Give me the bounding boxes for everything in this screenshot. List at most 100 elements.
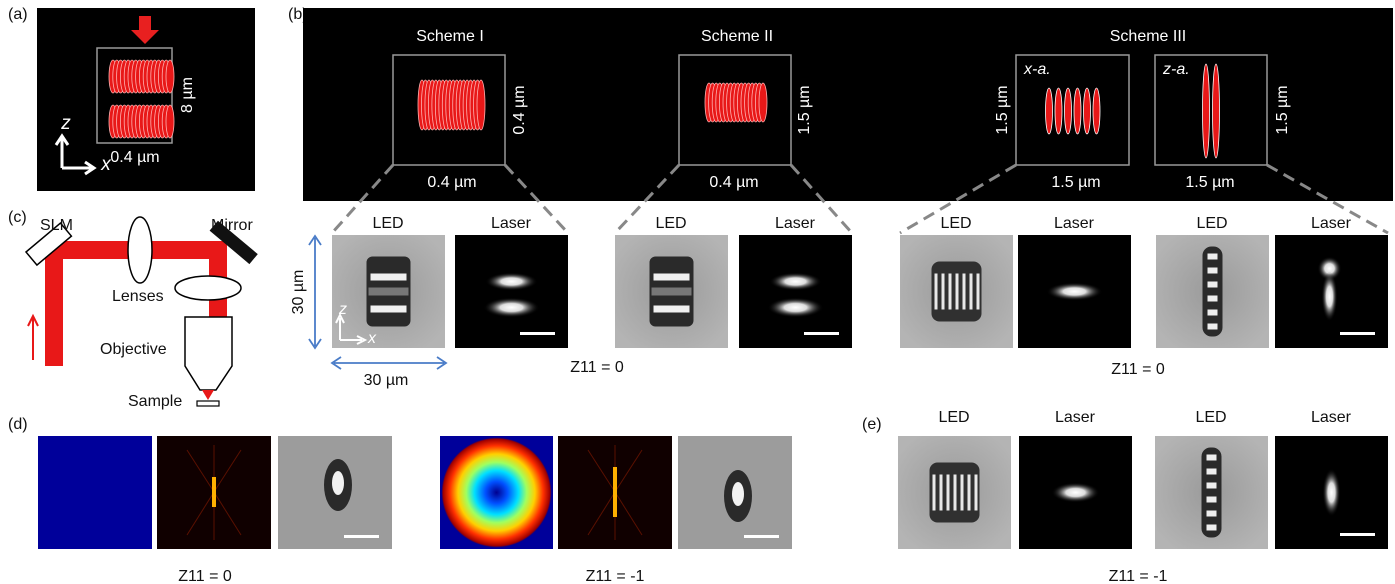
- label: 30 µm: [364, 372, 409, 389]
- panel-label: (e): [862, 416, 882, 433]
- caption: Z11 = 0: [178, 568, 232, 584]
- sample: [197, 401, 219, 406]
- label: Lenses: [112, 288, 164, 305]
- label: 8 µm: [179, 77, 196, 113]
- label: 0.4 µm: [427, 174, 476, 191]
- caption: Z11 = 0: [570, 359, 624, 376]
- image-label: Laser: [1311, 215, 1352, 232]
- feature: [652, 288, 692, 296]
- feature: [1207, 469, 1217, 475]
- feature: [956, 274, 959, 310]
- spot: [486, 273, 538, 291]
- label: 1.5 µm: [994, 85, 1011, 134]
- rod: [1065, 88, 1072, 134]
- scale-bar: [744, 535, 779, 538]
- scheme-title: Scheme II: [701, 28, 773, 45]
- feature: [1202, 448, 1222, 538]
- spot: [770, 273, 822, 291]
- feature: [940, 475, 943, 511]
- feature: [1203, 247, 1223, 337]
- psf-core: [613, 467, 617, 517]
- spot: [1323, 469, 1341, 517]
- feature: [732, 482, 744, 506]
- feature: [1207, 511, 1217, 517]
- feature: [954, 475, 957, 511]
- label: Sample: [128, 393, 182, 410]
- image-label: LED: [940, 215, 971, 232]
- image-label: Laser: [775, 215, 816, 232]
- feature: [1208, 254, 1218, 260]
- coil-turn: [477, 80, 485, 130]
- image-label: LED: [1196, 215, 1227, 232]
- feature: [1207, 525, 1217, 531]
- direction-arrow: [28, 316, 38, 360]
- panel-label: (a): [8, 6, 28, 23]
- rod: [1046, 88, 1053, 134]
- coil-turn: [759, 83, 767, 122]
- feature: [947, 475, 950, 511]
- spot: [484, 298, 540, 318]
- image-label: Laser: [1054, 215, 1095, 232]
- feature: [935, 274, 938, 310]
- label: 1.5 µm: [1274, 85, 1291, 134]
- scale-bar: [1340, 533, 1375, 536]
- label: x: [367, 330, 377, 347]
- feature: [1207, 483, 1217, 489]
- feature: [949, 274, 952, 310]
- image-label: Laser: [1055, 409, 1096, 426]
- feature: [1207, 455, 1217, 461]
- rod: [1093, 88, 1100, 134]
- spot: [1322, 272, 1338, 322]
- label: x: [100, 154, 112, 175]
- label: 30 µm: [290, 270, 307, 315]
- rod: [1203, 64, 1210, 158]
- caption: Z11 = 0: [1111, 361, 1165, 378]
- rod: [1213, 64, 1220, 158]
- feature: [970, 274, 973, 310]
- laser-image: [455, 235, 568, 348]
- caption: Z11 = -1: [1109, 568, 1168, 584]
- psf-core: [212, 477, 216, 507]
- label: z-a.: [1162, 61, 1190, 78]
- feature: [1207, 497, 1217, 503]
- feature: [332, 471, 344, 495]
- feature: [977, 274, 980, 310]
- panel-label: (d): [8, 416, 28, 433]
- caption: Z11 = -1: [586, 568, 645, 584]
- feature: [654, 306, 690, 313]
- panel-label: (c): [8, 209, 27, 226]
- figure: (a)8 µm0.4 µmzx(b)Scheme I0.4 µm0.4 µmSc…: [0, 0, 1395, 584]
- spot: [1047, 283, 1103, 301]
- image-label: LED: [655, 215, 686, 232]
- feature: [1208, 324, 1218, 330]
- coil-turn: [166, 60, 174, 93]
- label: 1.5 µm: [1051, 174, 1100, 191]
- image-label: LED: [372, 215, 403, 232]
- label: x-a.: [1023, 61, 1051, 78]
- label: 1.5 µm: [1185, 174, 1234, 191]
- label: 0.4 µm: [511, 85, 528, 134]
- image-label: Laser: [1311, 409, 1352, 426]
- feature: [1208, 282, 1218, 288]
- coil-turn: [166, 105, 174, 138]
- label: Objective: [100, 341, 167, 358]
- lens: [128, 217, 152, 283]
- scale-bar: [1340, 332, 1375, 335]
- feature: [968, 475, 971, 511]
- laser-image: [739, 235, 852, 348]
- rod: [1074, 88, 1081, 134]
- scale-bar: [520, 332, 555, 335]
- image-label: LED: [938, 409, 969, 426]
- phase-ring: [442, 438, 552, 548]
- label: z: [60, 113, 71, 134]
- feature: [963, 274, 966, 310]
- feature: [1208, 296, 1218, 302]
- scheme-title: Scheme I: [416, 28, 484, 45]
- label: Mirror: [211, 217, 253, 234]
- phase-image: [38, 436, 152, 549]
- spot: [1052, 483, 1100, 503]
- feature: [654, 274, 690, 281]
- rod: [1055, 88, 1062, 134]
- label: SLM: [40, 217, 73, 234]
- label: z: [338, 301, 347, 318]
